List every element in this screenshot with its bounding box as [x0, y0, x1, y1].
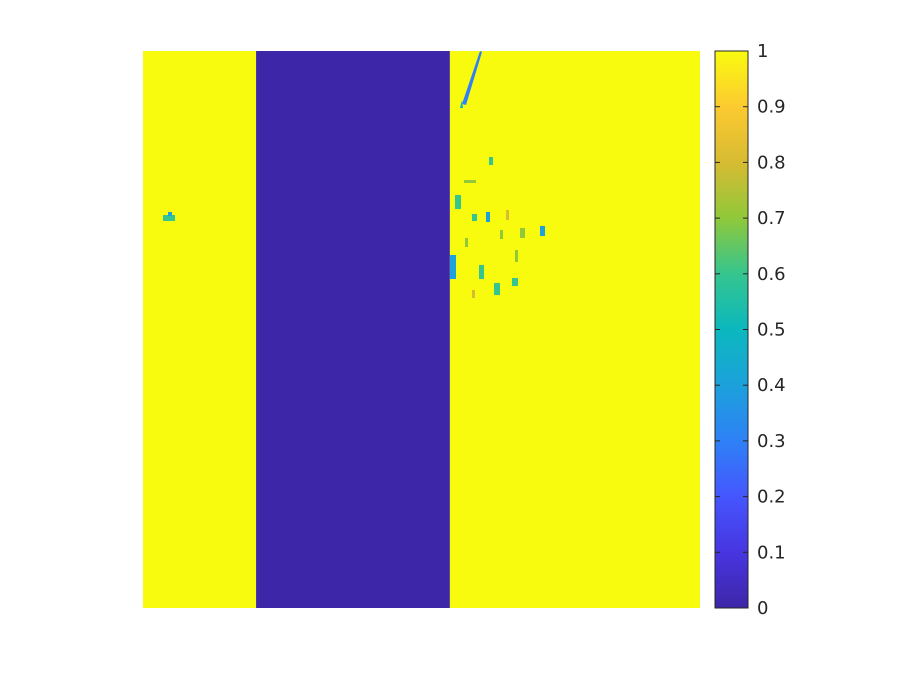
heatmap-speckles [163, 51, 545, 298]
speckle-mark [465, 238, 468, 247]
colorbar-tick-label: 1 [757, 41, 768, 62]
colorbar-tick-label: 0.3 [757, 431, 786, 452]
speckle-mark [472, 290, 475, 298]
speckle-mark [515, 250, 518, 262]
colorbar-tick-label: 0.2 [757, 487, 786, 508]
streak-mark-tip [460, 100, 463, 108]
colorbar-tick-label: 0 [757, 598, 768, 619]
speckle-mark [464, 180, 476, 183]
colorbar-tick-label: 0.9 [757, 97, 786, 118]
speckle-mark [506, 210, 509, 220]
speckle-mark [540, 226, 545, 236]
colorbar-tick-label: 0.6 [757, 264, 786, 285]
speckle-mark [163, 215, 175, 221]
heatmap-region-1 [143, 51, 257, 608]
speckle-mark [450, 255, 456, 279]
speckle-mark [479, 265, 484, 279]
speckle-mark [168, 212, 172, 216]
colorbar: 0 0.1 0.2 0.3 0.4 0.5 0.6 0.7 0.8 0.9 1 [714, 41, 786, 619]
speckle-mark [489, 157, 493, 165]
colorbar-tick-label: 0.8 [757, 152, 786, 173]
speckle-mark [486, 212, 490, 222]
heatmap-image [143, 51, 700, 608]
speckle-mark [455, 195, 461, 209]
heatmap-region-3 [449, 51, 700, 608]
speckle-mark [472, 214, 477, 221]
colorbar-gradient [714, 50, 749, 609]
colorbar-tick-label: 0.4 [757, 375, 786, 396]
colorbar-tick-label: 0.7 [757, 208, 786, 229]
speckle-mark [494, 283, 500, 295]
speckle-mark [512, 278, 518, 286]
colorbar-tick-label: 0.5 [757, 320, 786, 341]
colorbar-ticks: 0 0.1 0.2 0.3 0.4 0.5 0.6 0.7 0.8 0.9 1 [715, 41, 786, 619]
speckle-mark [520, 228, 525, 238]
colorbar-tick-label: 0.1 [757, 542, 786, 563]
heatmap-region-2 [256, 51, 450, 608]
streak-mark [462, 51, 482, 105]
speckle-mark [500, 230, 503, 239]
